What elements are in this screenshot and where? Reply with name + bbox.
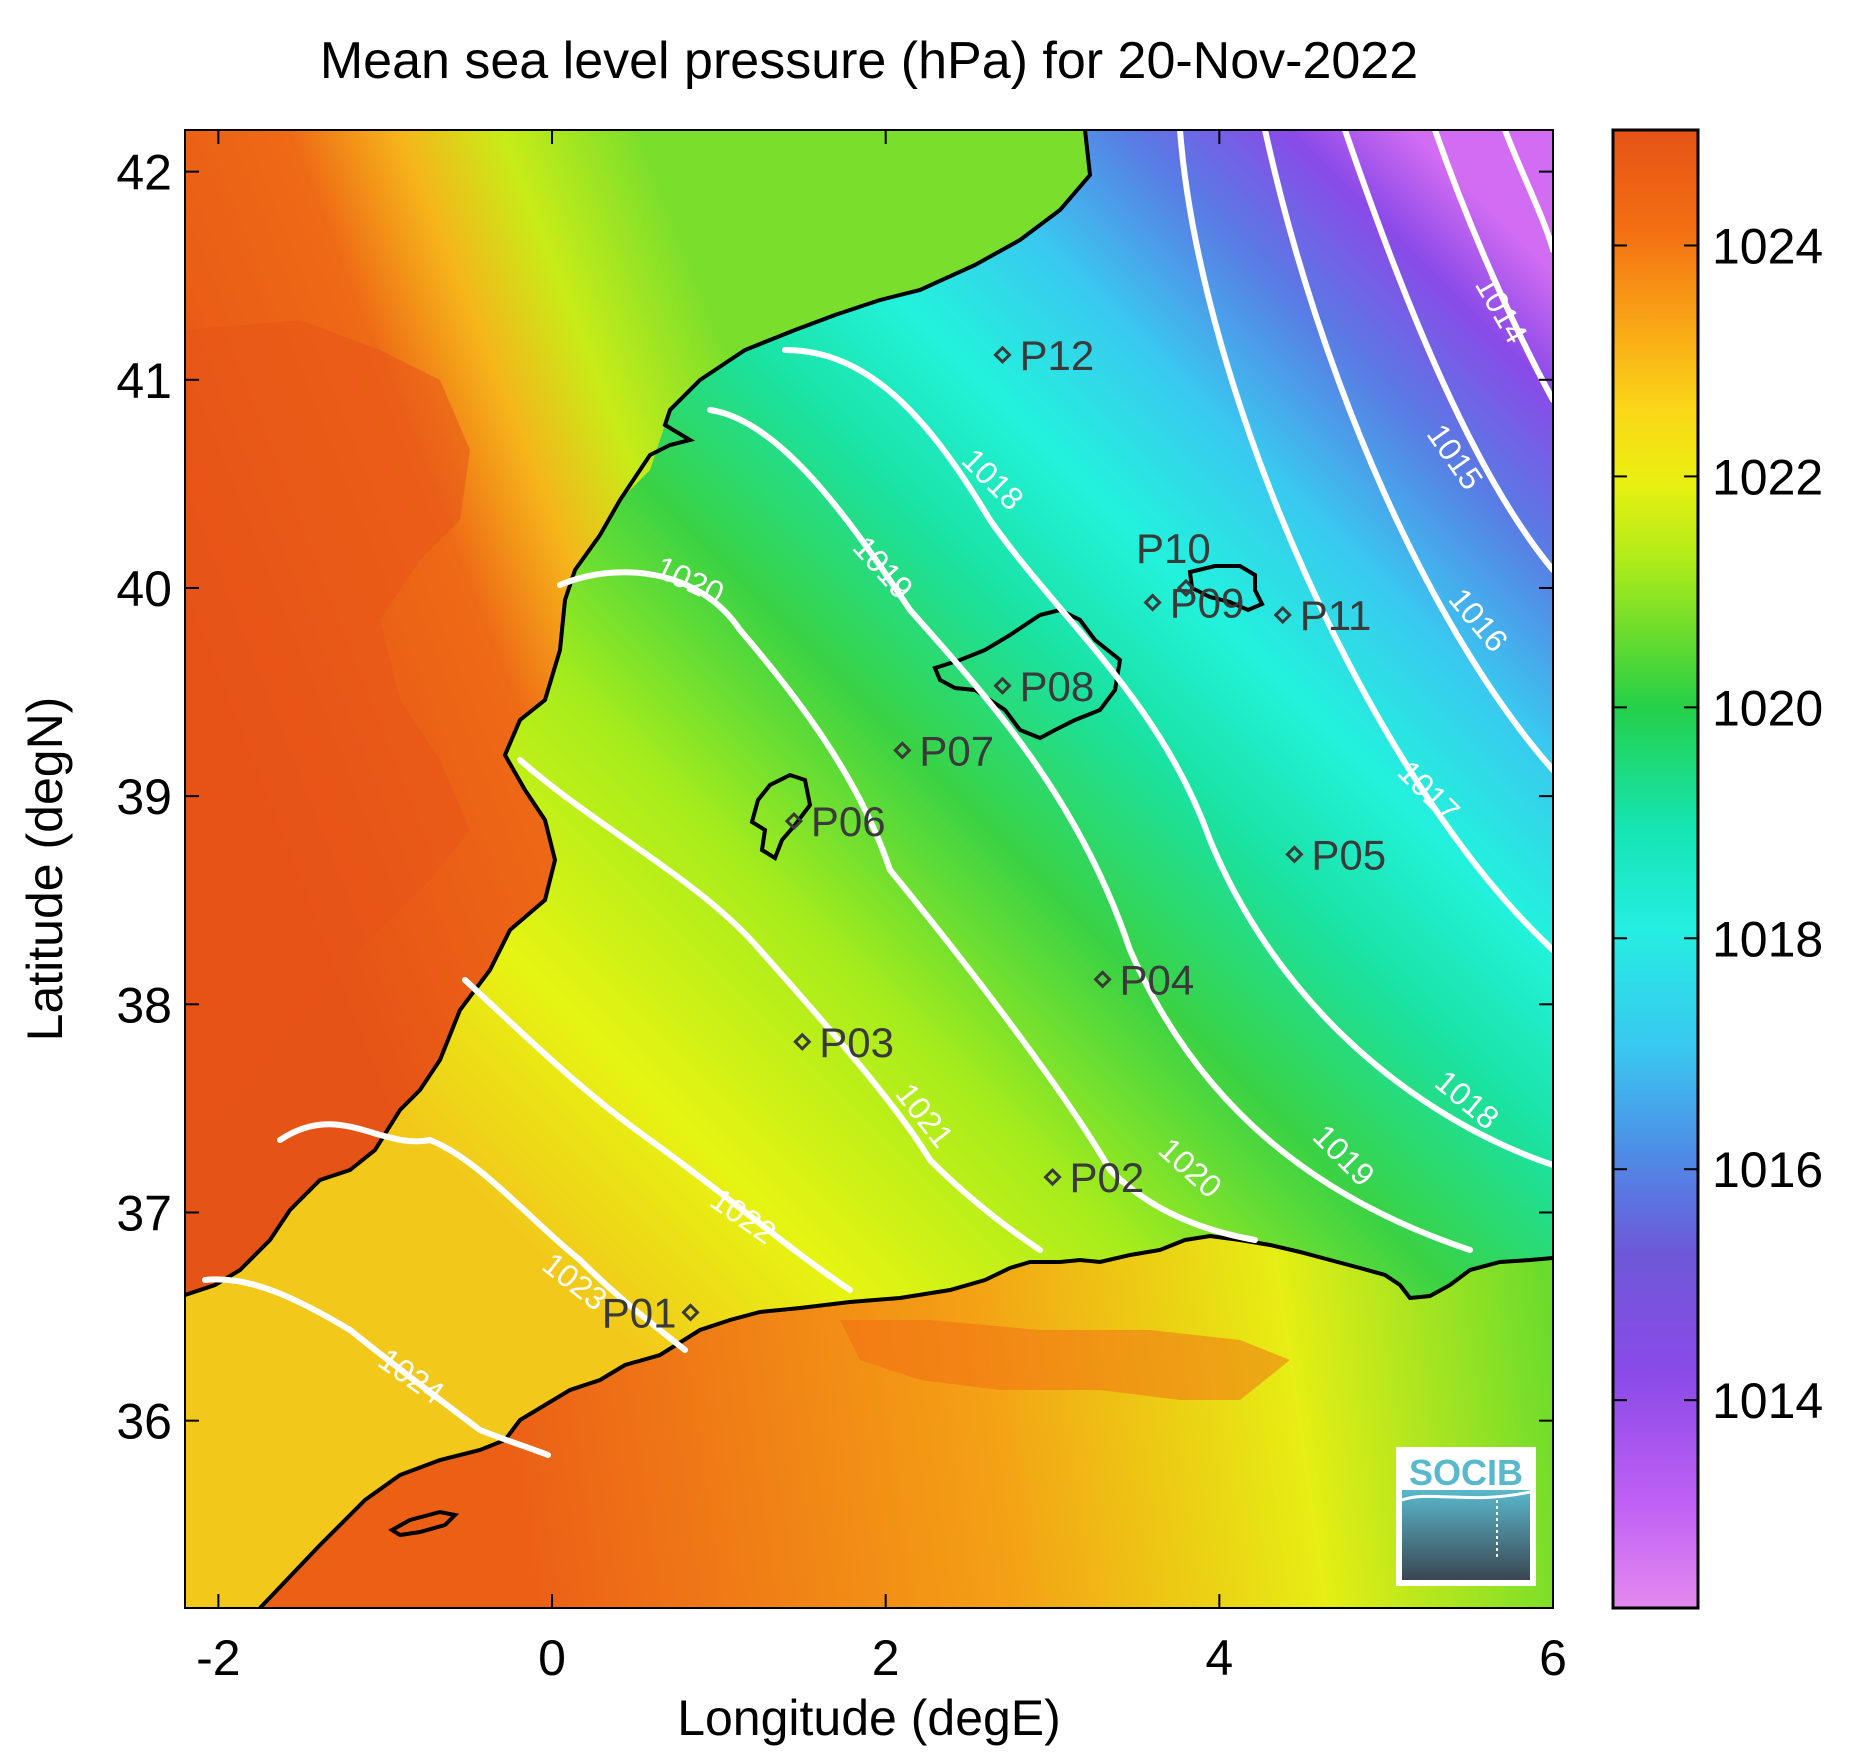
- station-marker: [1285, 845, 1304, 864]
- station-label: P01: [602, 1289, 677, 1336]
- isobar-1021: [517, 757, 1043, 1253]
- station-p04: P04: [1093, 956, 1195, 1003]
- station-p10: P10: [1136, 525, 1211, 598]
- isobar-1018: [782, 347, 1553, 1168]
- coastlines: [185, 130, 1553, 1608]
- station-label: P11: [1300, 592, 1372, 639]
- station-marker: [793, 1032, 812, 1051]
- station-label: P12: [1019, 332, 1094, 379]
- station-p01: P01: [602, 1289, 700, 1336]
- iberia-coastline: [185, 130, 1093, 1297]
- ibiza-outline: [749, 772, 813, 861]
- alboran-island-outline: [388, 1509, 460, 1538]
- station-label: P05: [1311, 831, 1386, 878]
- africa-relief-highland: [840, 1320, 1290, 1400]
- africa-landmass: [260, 1236, 1553, 1608]
- colorbar-tick-label: 1022: [1712, 449, 1823, 505]
- africa-coastline: [258, 1233, 1553, 1608]
- x-tick-label: -2: [196, 1630, 240, 1686]
- isobar-1018-north: [1177, 130, 1553, 953]
- colorbar-tick-label: 1014: [1712, 1373, 1823, 1429]
- y-axis-label: Latitude (degN): [17, 697, 73, 1042]
- station-marker: [1176, 578, 1196, 598]
- station-label: P09: [1170, 580, 1245, 627]
- station-marker: [681, 1303, 700, 1322]
- station-p12: P12: [993, 332, 1094, 379]
- station-marker: [1273, 605, 1292, 625]
- logo-text: SOCIB: [1409, 1452, 1523, 1493]
- isobar-1015: [1432, 130, 1553, 403]
- y-tick-label: 39: [116, 769, 172, 825]
- station-label: P06: [811, 798, 886, 845]
- x-tick-label: 4: [1205, 1630, 1233, 1686]
- station-marker: [993, 676, 1012, 695]
- isobar-1017: [1262, 130, 1553, 773]
- station-p02: P02: [1043, 1154, 1145, 1201]
- y-tick-label: 42: [116, 145, 172, 201]
- colorbar-tick-label: 1024: [1712, 218, 1823, 274]
- station-markers: P01 P02 P03 P04 P05 P06 P07 P08 P09 P10 P11 P12: [602, 332, 1386, 1337]
- colorbar-tick-label: 1018: [1712, 911, 1823, 967]
- iberia-relief-highland: [185, 320, 470, 1130]
- map-panel: 1014 1015 1016 1017 1018 1018 1019 1019 …: [185, 130, 1553, 1608]
- station-marker: [1143, 593, 1162, 612]
- logo-wave: [1401, 1490, 1531, 1502]
- x-tick-label: 2: [872, 1630, 900, 1686]
- colorbar-tick-label: 1020: [1712, 680, 1823, 736]
- station-p11: P11: [1273, 592, 1372, 639]
- x-tick-label: 6: [1539, 1630, 1567, 1686]
- y-tick-label: 36: [116, 1394, 172, 1450]
- map-frame: [184, 129, 1554, 1609]
- station-p06: P06: [784, 798, 886, 845]
- colorbar: [1611, 128, 1700, 1610]
- station-label: P10: [1136, 525, 1211, 572]
- station-label: P04: [1120, 956, 1195, 1003]
- y-axis-ticks: 42 41 40 39 38 37 36: [116, 145, 1553, 1450]
- isobar-1016: [1342, 130, 1553, 573]
- y-tick-label: 37: [116, 1185, 172, 1241]
- isobar-1023: [277, 1121, 688, 1353]
- x-axis-ticks: -2 0 2 4 6: [196, 130, 1567, 1686]
- logo-image: [1402, 1490, 1530, 1580]
- isobar-1019: [707, 407, 1473, 1253]
- station-label: P07: [919, 727, 994, 774]
- isobar-1014: [1502, 130, 1553, 253]
- isobar-1022: [462, 977, 853, 1293]
- station-p09: P09: [1143, 580, 1245, 627]
- station-p07: P07: [893, 727, 994, 774]
- colorbar-tick-label: 1016: [1712, 1142, 1823, 1198]
- colorbar-ticks: 1024 1022 1020 1018 1016 1014: [1613, 218, 1823, 1429]
- station-label: P02: [1070, 1154, 1145, 1201]
- y-tick-label: 38: [116, 977, 172, 1033]
- isobar-1024: [202, 1276, 551, 1458]
- x-tick-label: 0: [538, 1630, 566, 1686]
- isobar-1020: [557, 569, 1258, 1243]
- station-label: P08: [1019, 663, 1094, 710]
- station-marker: [993, 345, 1012, 364]
- station-p03: P03: [793, 1019, 894, 1066]
- station-marker: [1043, 1167, 1062, 1187]
- station-marker: [1093, 970, 1112, 989]
- chart-title: Mean sea level pressure (hPa) for 20-Nov…: [320, 32, 1418, 90]
- station-marker: [784, 811, 804, 831]
- y-tick-label: 41: [116, 353, 172, 409]
- station-marker: [893, 741, 912, 760]
- station-p05: P05: [1285, 831, 1386, 878]
- isobars: [202, 130, 1553, 1458]
- x-axis-label: Longitude (degE): [677, 1690, 1061, 1746]
- menorca-outline: [1187, 564, 1265, 613]
- socib-logo: SOCIB: [1396, 1447, 1536, 1586]
- station-p08: P08: [993, 663, 1094, 710]
- station-label: P03: [819, 1019, 894, 1066]
- y-tick-label: 40: [116, 561, 172, 617]
